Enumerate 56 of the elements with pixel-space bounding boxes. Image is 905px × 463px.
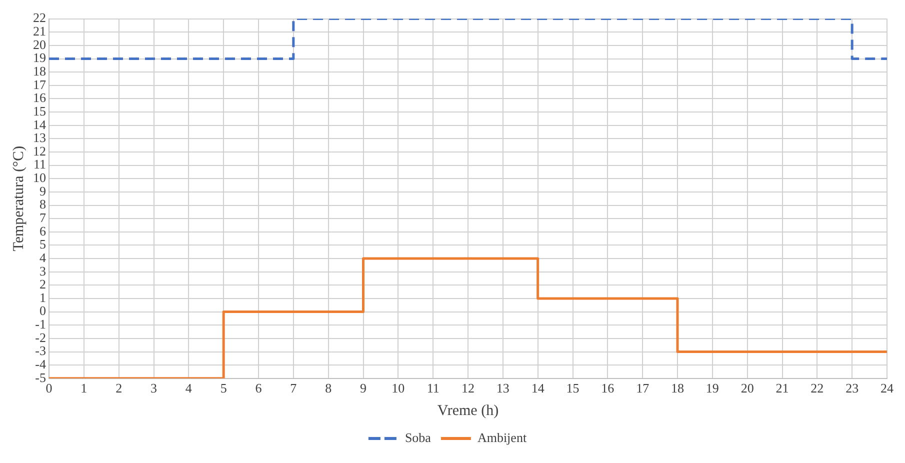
y-tick-label: 16 bbox=[33, 90, 46, 106]
x-tick-label: 10 bbox=[392, 380, 405, 396]
y-axis-title: Temperatura (°C) bbox=[10, 146, 27, 252]
y-tick-label: 8 bbox=[40, 196, 46, 212]
x-tick-label: 9 bbox=[360, 380, 366, 396]
y-tick-label: 1 bbox=[40, 290, 46, 305]
x-tick-label: 11 bbox=[426, 380, 440, 396]
y-tick-label: 20 bbox=[33, 36, 46, 52]
y-tick-label: 11 bbox=[33, 156, 46, 172]
y-tick-label: 12 bbox=[33, 143, 46, 158]
y-tick-label: 14 bbox=[33, 116, 46, 132]
legend-label: Ambijent bbox=[477, 430, 527, 445]
y-tick-label: 3 bbox=[40, 263, 46, 278]
x-tick-label: 4 bbox=[185, 380, 192, 396]
x-tick-label: 18 bbox=[671, 380, 684, 396]
x-tick-label: 17 bbox=[636, 380, 650, 396]
y-tick-label: -5 bbox=[35, 370, 46, 385]
x-tick-label: 13 bbox=[496, 380, 510, 396]
y-tick-label: 18 bbox=[33, 63, 46, 78]
x-tick-label: 19 bbox=[706, 380, 719, 396]
x-tick-label: 5 bbox=[220, 380, 227, 396]
x-tick-label: 16 bbox=[601, 380, 615, 396]
y-tick-label: -4 bbox=[35, 356, 46, 372]
y-tick-label: -3 bbox=[35, 343, 46, 358]
x-tick-label: 22 bbox=[810, 380, 824, 396]
y-tick-label: 22 bbox=[33, 10, 46, 26]
y-tick-label: 5 bbox=[40, 236, 46, 252]
x-tick-label: 2 bbox=[116, 380, 122, 396]
y-tick-label: 21 bbox=[33, 24, 46, 39]
y-tick-label: 7 bbox=[40, 210, 46, 225]
y-tick-label: -1 bbox=[35, 316, 46, 332]
y-tick-label: 19 bbox=[33, 50, 46, 66]
x-tick-label: 15 bbox=[566, 380, 580, 396]
y-tick-label: 4 bbox=[40, 250, 46, 265]
y-tick-label: -2 bbox=[35, 330, 46, 345]
x-tick-label: 21 bbox=[776, 380, 789, 396]
y-tick-label: 13 bbox=[33, 130, 46, 146]
x-tick-label: 12 bbox=[462, 380, 474, 396]
y-tick-label: 9 bbox=[40, 183, 46, 198]
y-tick-label: 2 bbox=[40, 276, 46, 292]
x-tick-label: 23 bbox=[846, 380, 859, 396]
y-tick-label: 17 bbox=[33, 76, 46, 92]
x-tick-label: 6 bbox=[255, 380, 262, 396]
y-tick-label: 6 bbox=[40, 223, 46, 238]
x-tick-label: 7 bbox=[290, 380, 298, 396]
x-axis-title: Vreme (h) bbox=[437, 402, 499, 419]
x-tick-label: 20 bbox=[740, 380, 754, 396]
x-tick-label: 3 bbox=[150, 380, 157, 396]
y-tick-label: 15 bbox=[33, 103, 46, 118]
x-tick-label: 24 bbox=[880, 380, 894, 396]
x-tick-label: 14 bbox=[531, 380, 545, 396]
x-tick-label: 1 bbox=[80, 380, 88, 396]
legend-label: Soba bbox=[404, 430, 432, 445]
x-tick-label: 8 bbox=[325, 380, 332, 396]
y-tick-label: 10 bbox=[33, 170, 46, 186]
y-tick-label: 0 bbox=[40, 303, 46, 318]
